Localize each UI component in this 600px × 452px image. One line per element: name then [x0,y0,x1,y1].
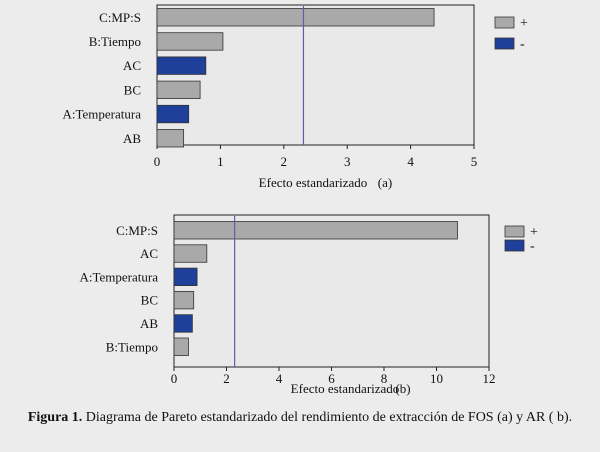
chart1-bar [156,129,185,148]
figure-caption: Figura 1. Diagrama de Pareto estandariza… [0,408,600,427]
chart1-tick-label: 1 [217,154,224,169]
chart1-category-label: AB [123,131,141,146]
chart1-panel: C:MP:S B:Tiempo AC BC A:Temperatura AB 0 1 2 3 4 5 E… [63,4,528,190]
chart2-panel-label: (b) [395,381,410,396]
chart2-category-label: AC [140,246,158,261]
chart2-panel: C:MP:S AC A:Temperatura BC AB B:Tiempo 0 2 4 6 8 10… [80,214,538,396]
chart1-bar [156,80,201,99]
chart2-tick-label: 2 [223,371,230,386]
chart2-bar [173,337,189,356]
chart1-bar [156,104,190,124]
chart2-bar [173,314,193,333]
chart2-x-axis-label: Efecto estandarizado [291,381,400,396]
chart1-tick-label: 4 [407,154,414,169]
chart2-category-label: BC [141,293,158,308]
chart1-legend-label: - [520,37,525,52]
chart1-legend-swatch [494,16,515,29]
chart2-plot-frame [173,214,490,368]
chart2-category-label: B:Tiempo [106,339,158,354]
chart1-category-label: AC [123,58,141,73]
chart2-tick-label: 6 [328,371,335,386]
chart2-tick-label: 0 [171,371,178,386]
chart2-tick-label: 4 [276,371,283,386]
chart1-tick-label: 0 [154,154,161,169]
chart1-bar [156,32,224,51]
chart1-tick-label: 3 [344,154,351,169]
chart1-category-label: BC [124,82,141,97]
chart1-tick-label: 5 [471,154,478,169]
caption-label: Figura 1. [27,410,83,425]
chart1-legend-swatch [494,37,515,50]
chart1-category-label: A:Temperatura [63,107,142,122]
chart2-tick-label: 10 [430,371,443,386]
chart2-category-label: C:MP:S [116,223,158,238]
chart1-panel-label: (a) [378,175,392,190]
chart2-tick-label: 12 [483,371,496,386]
chart2-bar [173,244,208,263]
caption-text: Diagrama de Pareto estandarizado del ren… [82,410,573,425]
chart1-bar [156,56,207,75]
chart2-legend-label: + [530,225,538,240]
chart1-legend-label: + [520,16,528,31]
chart2-legend-swatch [504,225,525,238]
chart1-bar [156,8,435,27]
chart2-category-label: AB [140,316,158,331]
chart2-category-label: A:Temperatura [80,269,159,284]
chart1-tick-label: 2 [281,154,288,169]
chart2-tick-label: 8 [381,371,388,386]
chart1-plot-frame [156,4,475,146]
chart1-category-label: B:Tiempo [89,34,141,49]
chart1-category-label: C:MP:S [99,10,141,25]
chart2-legend-swatch [504,239,525,252]
chart2-bar [173,290,195,310]
chart2-bar [173,267,198,287]
chart2-legend-label: - [530,239,535,254]
chart2-bar [173,221,458,240]
chart1-x-axis-label: Efecto estandarizado [259,175,368,190]
